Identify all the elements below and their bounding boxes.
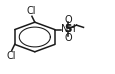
Text: S: S bbox=[64, 24, 72, 34]
Text: Cl: Cl bbox=[7, 51, 16, 61]
Text: NH: NH bbox=[61, 24, 76, 34]
Text: O: O bbox=[64, 33, 72, 43]
Text: O: O bbox=[64, 15, 72, 25]
Text: Cl: Cl bbox=[27, 6, 36, 16]
